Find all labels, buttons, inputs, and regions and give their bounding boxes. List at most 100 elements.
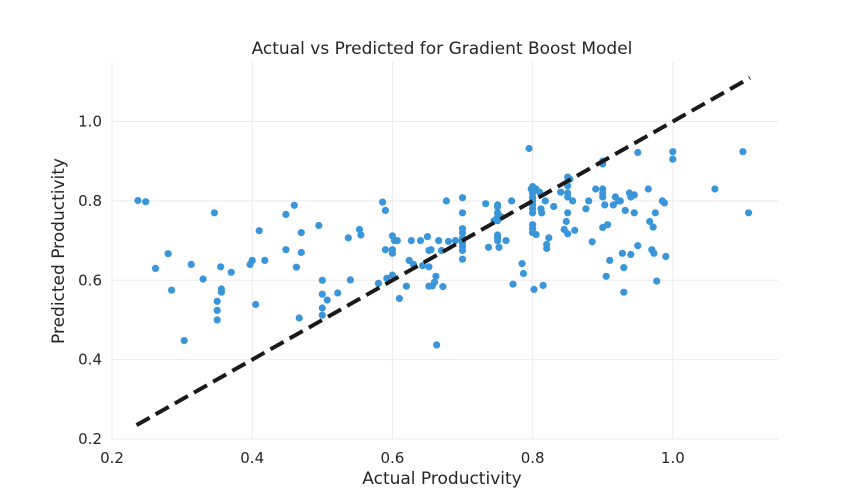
x-axis-label: Actual Productivity — [362, 469, 521, 489]
data-point — [213, 316, 221, 324]
y-tick-label: 0.8 — [78, 192, 102, 210]
y-tick-label: 1.0 — [78, 113, 102, 131]
data-point — [355, 225, 364, 234]
data-point — [592, 185, 600, 193]
data-point — [644, 185, 652, 193]
data-point — [433, 341, 441, 349]
data-point — [252, 300, 260, 309]
data-point — [669, 155, 677, 163]
data-point — [318, 304, 326, 312]
data-point — [508, 197, 516, 205]
data-point — [164, 250, 172, 258]
reference-line — [135, 76, 751, 427]
data-point — [532, 231, 540, 239]
data-point — [213, 297, 221, 305]
data-point — [564, 209, 572, 217]
data-point — [217, 263, 225, 271]
data-point — [458, 194, 467, 202]
data-point — [295, 314, 303, 322]
data-point — [634, 242, 642, 250]
data-point — [653, 277, 661, 285]
data-point — [588, 238, 596, 246]
data-point — [318, 276, 326, 284]
data-point — [168, 286, 176, 294]
x-tick-label: 0.2 — [100, 449, 124, 467]
data-point — [529, 209, 537, 217]
data-point — [346, 276, 354, 284]
data-point — [601, 201, 609, 209]
data-point — [604, 221, 612, 229]
data-point — [585, 197, 593, 205]
data-point — [180, 337, 188, 345]
data-point — [388, 271, 396, 279]
data-point — [261, 256, 269, 264]
data-point — [297, 229, 305, 237]
data-point — [616, 197, 624, 205]
data-point — [290, 201, 298, 209]
x-tick-label: 0.8 — [521, 449, 545, 467]
data-point — [564, 230, 572, 238]
data-point — [451, 237, 460, 245]
data-point — [315, 221, 323, 230]
data-point — [318, 311, 326, 319]
data-point — [187, 260, 195, 268]
data-point — [388, 249, 396, 257]
data-point — [374, 279, 382, 287]
data-point — [407, 237, 415, 245]
data-point — [609, 201, 617, 209]
data-point — [435, 237, 443, 245]
data-point — [444, 237, 453, 245]
data-point — [292, 263, 300, 271]
data-point — [142, 198, 150, 206]
data-point — [711, 185, 719, 193]
data-point — [416, 237, 425, 245]
chart-title: Actual vs Predicted for Gradient Boost M… — [252, 39, 633, 59]
data-point — [430, 278, 439, 286]
data-points — [134, 144, 753, 349]
y-tick-label: 0.4 — [78, 351, 102, 369]
data-point — [651, 209, 659, 217]
data-point — [562, 217, 570, 226]
x-tick-label: 0.6 — [380, 449, 404, 467]
data-point — [530, 285, 538, 293]
data-point — [630, 191, 638, 199]
data-point — [432, 272, 440, 280]
data-point — [282, 246, 290, 254]
data-point — [541, 197, 549, 205]
data-point — [630, 209, 638, 217]
data-point — [255, 227, 263, 235]
x-tick-label: 1.0 — [661, 449, 685, 467]
y-tick-label: 0.2 — [78, 430, 102, 448]
data-point — [210, 209, 218, 217]
data-point — [519, 269, 528, 278]
data-point — [502, 237, 510, 245]
data-point — [439, 283, 447, 291]
data-point — [297, 248, 305, 257]
data-point — [383, 274, 391, 282]
data-point — [458, 229, 467, 237]
data-point — [427, 246, 435, 254]
data-point — [620, 288, 628, 296]
data-point — [425, 263, 433, 271]
data-point — [599, 193, 607, 201]
data-point — [564, 193, 572, 201]
data-point — [344, 234, 352, 242]
data-point — [650, 249, 658, 257]
y-axis-label: Predicted Productivity — [49, 158, 69, 344]
data-point — [458, 255, 467, 263]
data-point — [525, 144, 533, 153]
data-point — [539, 281, 547, 289]
data-point — [282, 210, 290, 218]
data-point — [379, 198, 387, 206]
data-point — [739, 148, 747, 156]
data-point — [199, 275, 207, 283]
data-point — [213, 306, 221, 314]
data-point — [509, 280, 517, 288]
data-point — [621, 206, 629, 214]
data-point — [618, 249, 627, 257]
data-point — [662, 252, 670, 261]
data-point — [602, 272, 610, 280]
data-point — [627, 250, 635, 259]
data-point — [134, 196, 142, 205]
